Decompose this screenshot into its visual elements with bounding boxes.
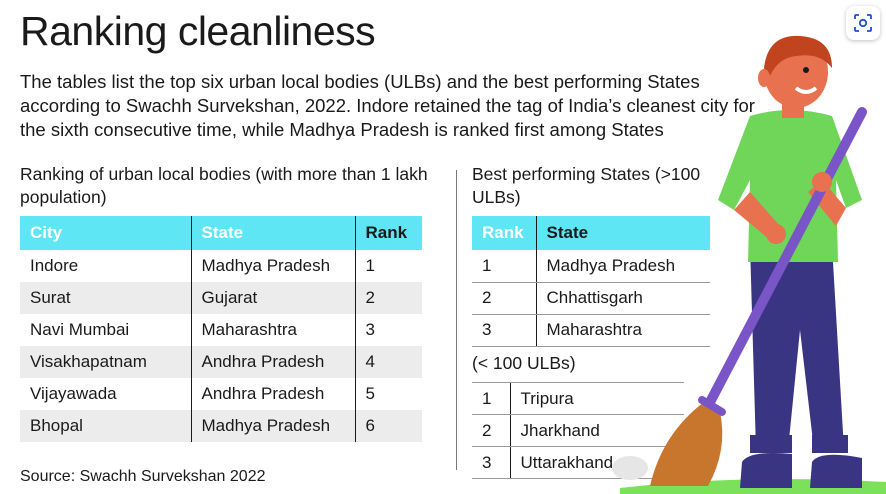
table-row: Navi Mumbai Maharashtra 3 xyxy=(20,314,422,346)
cell-city: Navi Mumbai xyxy=(30,320,130,339)
screenshot-scan-button[interactable] xyxy=(846,6,880,40)
intro-paragraph: The tables list the top six urban local … xyxy=(20,71,755,140)
states-over-100-table: Rank State 1 Madhya Pradesh 2 Chhattisga… xyxy=(472,216,710,347)
table-header-row: Rank State xyxy=(472,216,710,250)
header-city: City xyxy=(20,216,191,250)
column-divider xyxy=(456,170,457,470)
cell-rank: 6 xyxy=(354,410,422,442)
table-row: 2 Chhattisgarh xyxy=(472,282,710,315)
ulb-ranking-table: City State Rank Indore Madhya Pradesh 1 … xyxy=(20,216,422,442)
page-title: Ranking cleanliness xyxy=(20,8,376,54)
screenshot-scan-icon xyxy=(854,14,872,32)
cell-rank: 2 xyxy=(472,414,510,447)
cell-rank: 1 xyxy=(354,250,422,282)
cell-rank: 3 xyxy=(472,446,510,479)
cell-state: Andhra Pradesh xyxy=(190,378,355,410)
cell-state: Tripura xyxy=(509,382,684,415)
states-under-100-table: 1 Tripura 2 Jharkhand 3 Uttarakhand xyxy=(472,382,684,479)
under-100-label: (< 100 ULBs) xyxy=(472,353,576,373)
table-row: Surat Gujarat 2 xyxy=(20,282,422,314)
states-table-heading: Best performing States (>100 ULBs) xyxy=(472,164,701,207)
table-row: 1 Tripura xyxy=(472,382,684,415)
header-rank: Rank xyxy=(472,216,536,250)
cell-rank: 3 xyxy=(354,314,422,346)
table-row: Indore Madhya Pradesh 1 xyxy=(20,250,422,282)
cell-state: Chhattisgarh xyxy=(535,282,710,315)
source-note: Source: Swachh Survekshan 2022 xyxy=(20,468,266,485)
cell-state: Madhya Pradesh xyxy=(190,250,355,282)
cell-state: Madhya Pradesh xyxy=(190,410,355,442)
cell-state: Madhya Pradesh xyxy=(535,250,710,283)
cell-rank: 2 xyxy=(472,282,536,315)
cell-state: Jharkhand xyxy=(509,414,684,447)
table-row: 3 Maharashtra xyxy=(472,314,710,347)
cell-rank: 2 xyxy=(354,282,422,314)
table-row: 2 Jharkhand xyxy=(472,414,684,447)
cell-rank: 1 xyxy=(472,250,536,283)
table-row: Visakhapatnam Andhra Pradesh 4 xyxy=(20,346,422,378)
cell-state: Gujarat xyxy=(190,282,355,314)
table-header-row: City State Rank xyxy=(20,216,422,250)
header-state: State xyxy=(190,216,355,250)
cell-city: Indore xyxy=(30,256,79,275)
cell-state: Maharashtra xyxy=(535,314,710,347)
cell-rank: 5 xyxy=(354,378,422,410)
cell-state: Maharashtra xyxy=(190,314,355,346)
cell-rank: 3 xyxy=(472,314,536,347)
cell-state: Andhra Pradesh xyxy=(190,346,355,378)
ulb-table-heading: Ranking of urban local bodies (with more… xyxy=(20,164,428,207)
cell-city: Visakhapatnam xyxy=(20,346,191,378)
sweeper-illustration xyxy=(612,35,886,494)
table-row: Vijayawada Andhra Pradesh 5 xyxy=(20,378,422,410)
cell-rank: 1 xyxy=(472,382,510,415)
header-rank: Rank xyxy=(354,216,422,250)
cell-city: Bhopal xyxy=(20,410,191,442)
cell-city: Surat xyxy=(20,282,191,314)
header-state: State xyxy=(535,216,710,250)
cell-rank: 4 xyxy=(354,346,422,378)
table-row: Bhopal Madhya Pradesh 6 xyxy=(20,410,422,442)
table-row: 1 Madhya Pradesh xyxy=(472,250,710,283)
cell-city: Vijayawada xyxy=(30,384,117,403)
